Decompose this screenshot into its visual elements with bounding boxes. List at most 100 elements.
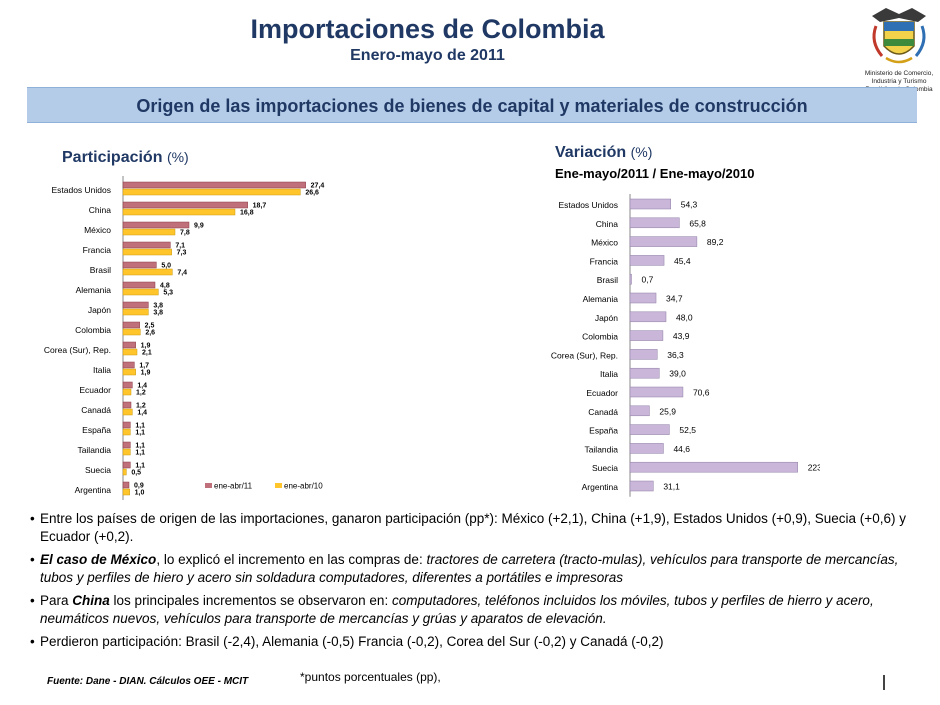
participacion-bar-chart: Estados Unidos 27,426,6 China 18,716,8 Méxic… (44, 176, 325, 500)
value-label-argentina-ene-abr-11: 0,9 (134, 483, 144, 490)
footnote: *puntos porcentuales (pp), (300, 670, 441, 684)
value-label-suecia: 223,6 (808, 463, 820, 473)
finding-1: Entre los países de origen de las import… (30, 510, 920, 545)
bar-tailandia (629, 443, 664, 454)
category-label-alemania: Alemania (583, 294, 619, 304)
bar-corea-sur-rep (629, 349, 658, 360)
value-label-ecuador-ene-abr-10: 1,2 (136, 390, 146, 397)
value-label-japon-ene-abr-11: 3,8 (153, 303, 163, 310)
bar-estados-unidos-ene-abr-10 (122, 188, 301, 196)
value-label-espana: 52,5 (679, 425, 696, 435)
page-title: Importaciones de Colombia (250, 14, 605, 44)
bar-japon (629, 311, 667, 323)
value-label-mexico-ene-abr-11: 9,9 (194, 223, 204, 230)
bar-alemania-ene-abr-10 (122, 288, 159, 296)
value-label-brasil: 0,7 (642, 275, 654, 285)
value-label-canada: 25,9 (659, 406, 676, 416)
page-subtitle: Enero-mayo de 2011 (350, 47, 505, 64)
value-label-canada-ene-abr-10: 1,4 (137, 410, 147, 417)
value-label-brasil-ene-abr-10: 7,4 (177, 270, 187, 277)
bar-canada-ene-abr-10 (122, 408, 133, 416)
banner-text: Origen de las importaciones de bienes de… (136, 96, 808, 116)
bar-italia-ene-abr-10 (122, 368, 136, 376)
bar-china-ene-abr-10 (122, 208, 236, 216)
value-label-corea-sur-rep-ene-abr-10: 2,1 (142, 350, 152, 357)
finding-2: El caso de México, lo explicó el increme… (30, 551, 920, 586)
category-label-china: China (89, 205, 111, 215)
category-label-estados-unidos: Estados Unidos (558, 200, 618, 210)
category-label-suecia: Suecia (592, 463, 618, 473)
category-label-mexico: México (84, 225, 111, 235)
category-label-alemania: Alemania (76, 285, 112, 295)
category-label-brasil: Brasil (90, 265, 111, 275)
variacion-unit: (%) (630, 144, 653, 160)
value-label-ecuador: 70,6 (693, 388, 710, 398)
bar-argentina-ene-abr-10 (122, 488, 130, 496)
value-label-colombia-ene-abr-11: 2,5 (145, 323, 155, 330)
bar-canada (629, 405, 650, 417)
category-label-argentina: Argentina (582, 482, 619, 492)
value-label-brasil-ene-abr-11: 5,0 (161, 263, 171, 270)
finding-3-italic: computadores, teléfonos incluidos los mó… (40, 593, 874, 626)
finding-3-pre: Para (40, 593, 73, 608)
value-label-argentina: 31,1 (663, 482, 680, 492)
bar-tailandia-ene-abr-10 (122, 448, 131, 456)
value-label-japon: 48,0 (676, 312, 693, 322)
finding-3-bold: China (72, 593, 110, 608)
bar-argentina (629, 480, 654, 492)
bar-brasil-ene-abr-10 (122, 268, 173, 276)
category-label-espana: España (589, 426, 618, 436)
category-label-brasil: Brasil (597, 275, 618, 285)
bar-colombia-ene-abr-10 (122, 328, 141, 336)
value-label-estados-unidos: 54,3 (681, 200, 698, 210)
category-label-colombia: Colombia (75, 325, 111, 335)
bar-brasil (629, 273, 632, 285)
value-label-estados-unidos-ene-abr-10: 26,6 (305, 190, 319, 197)
category-label-francia: Francia (590, 256, 619, 266)
bar-brasil-ene-abr-11 (122, 261, 157, 269)
category-label-italia: Italia (600, 369, 618, 379)
value-label-corea-sur-rep: 36,3 (667, 350, 684, 360)
bar-ecuador-ene-abr-10 (122, 388, 132, 396)
bar-mexico (629, 236, 698, 247)
value-label-alemania: 34,7 (666, 294, 683, 304)
category-label-japon: Japón (595, 313, 618, 323)
category-label-estados-unidos: Estados Unidos (51, 185, 111, 195)
bar-china (629, 217, 680, 229)
page-marker (883, 675, 885, 690)
category-label-ecuador: Ecuador (79, 385, 111, 395)
bar-francia (629, 255, 665, 266)
participacion-unit: (%) (166, 149, 189, 165)
variacion-subtitle: Ene-mayo/2011 / Ene-mayo/2010 (555, 166, 755, 181)
value-label-francia-ene-abr-11: 7,1 (175, 243, 185, 250)
legend-swatch-ene-abr-11 (205, 483, 212, 488)
value-label-espana-ene-abr-10: 1,1 (135, 430, 145, 437)
bar-tailandia-ene-abr-11 (122, 441, 131, 449)
participacion-title: Participación (%) (62, 149, 189, 167)
legend-label-ene-abr-10: ene-abr/10 (284, 482, 323, 491)
legend-label-ene-abr-11: ene-abr/11 (214, 482, 253, 491)
bar-estados-unidos-ene-abr-11 (122, 181, 306, 189)
value-label-alemania-ene-abr-10: 5,3 (163, 290, 173, 297)
bar-ecuador (629, 386, 684, 398)
bar-suecia (629, 461, 798, 473)
bar-corea-sur-rep-ene-abr-10 (122, 348, 138, 356)
value-label-suecia-ene-abr-11: 1,1 (135, 463, 145, 470)
bar-italia (629, 367, 660, 379)
value-label-estados-unidos-ene-abr-11: 27,4 (311, 183, 325, 190)
bar-francia-ene-abr-11 (122, 241, 171, 249)
bar-mexico-ene-abr-11 (122, 221, 190, 229)
bar-china-ene-abr-11 (122, 201, 248, 209)
value-label-japon-ene-abr-10: 3,8 (153, 310, 163, 317)
value-label-ecuador-ene-abr-11: 1,4 (137, 383, 147, 390)
category-label-ecuador: Ecuador (586, 388, 618, 398)
participacion-title-text: Participación (62, 149, 163, 166)
category-label-japon: Japón (88, 305, 111, 315)
value-label-italia-ene-abr-10: 1,9 (141, 370, 151, 377)
category-label-corea-sur-rep: Corea (Sur), Rep. (44, 345, 111, 355)
value-label-mexico-ene-abr-10: 7,8 (180, 230, 190, 237)
category-label-italia: Italia (93, 365, 111, 375)
finding-3: Para China los principales incrementos s… (30, 592, 920, 627)
finding-4: Perdieron participación: Brasil (-2,4), … (30, 633, 920, 651)
bar-estados-unidos (629, 198, 671, 210)
